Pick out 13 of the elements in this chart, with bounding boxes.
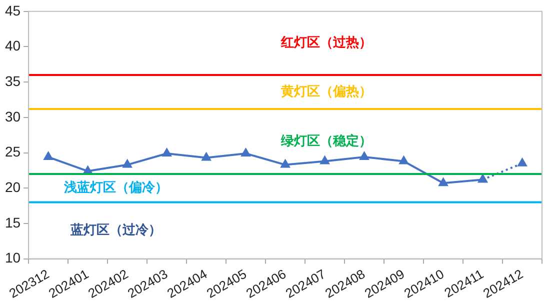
y-tick-label: 15 <box>4 214 21 230</box>
ref-line-label: 黄灯区（偏热） <box>280 84 372 100</box>
ref-line-label: 红灯区（过热） <box>280 36 372 51</box>
y-tick-label: 40 <box>4 38 21 54</box>
y-tick-label: 30 <box>4 108 21 124</box>
y-tick-label: 35 <box>4 72 21 89</box>
y-tick-label: 10 <box>4 250 21 266</box>
y-tick-label: 20 <box>4 178 21 195</box>
annotation: 蓝灯区（过冷） <box>69 222 162 238</box>
ref-line-label: 绿灯区（稳定） <box>280 132 372 149</box>
y-tick-label: 25 <box>4 144 21 160</box>
ref-line-label: 浅蓝灯区（偏冷） <box>62 179 168 196</box>
y-tick-label: 45 <box>4 2 21 18</box>
